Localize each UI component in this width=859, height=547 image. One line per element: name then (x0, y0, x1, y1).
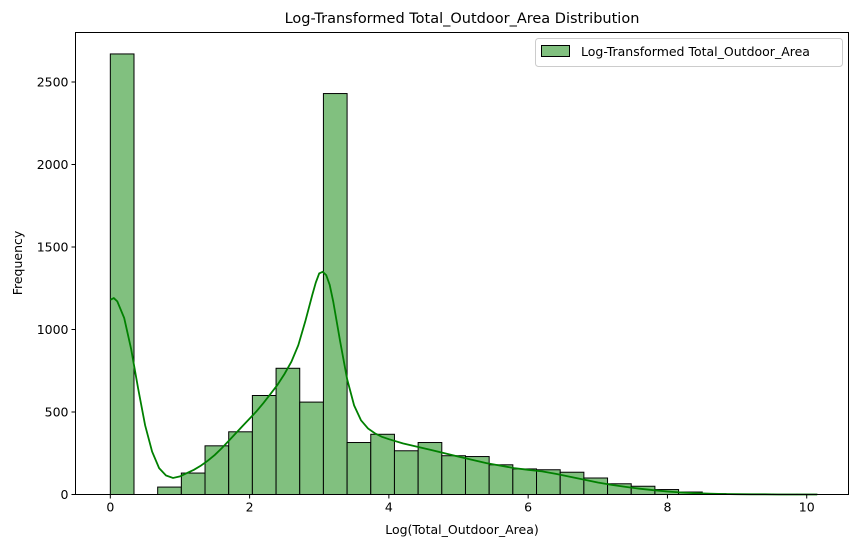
histogram-bar-10 (346, 442, 372, 495)
x-axis-ticks: 0 2 4 6 8 10 (106, 494, 815, 515)
legend-label: Log-Transformed Total_Outdoor_Area (581, 44, 810, 59)
histogram-bar-7 (275, 367, 301, 495)
histogram-bar-0 (109, 53, 135, 495)
y-axis-ticks: 0 500 1000 1500 2000 2500 (37, 75, 76, 502)
y-tick-label: 500 (45, 405, 69, 420)
chart-title: Log-Transformed Total_Outdoor_Area Distr… (285, 11, 640, 27)
x-tick-label: 10 (799, 500, 815, 515)
histogram-bar-17 (512, 468, 538, 495)
x-tick-label: 6 (524, 500, 532, 515)
histogram-bar-8 (299, 401, 324, 496)
histogram-bar-9 (322, 93, 348, 496)
histogram-bar-16 (488, 464, 514, 495)
y-tick-label: 0 (61, 487, 69, 502)
x-tick-label: 2 (246, 500, 254, 515)
legend-swatch (541, 45, 570, 57)
histogram-bar-14 (441, 455, 466, 496)
histogram-bar-6 (251, 395, 277, 495)
y-axis-label: Frequency (10, 230, 25, 295)
histogram-bar-12 (393, 450, 419, 495)
histogram-bar-5 (228, 431, 253, 495)
kde-curve (109, 270, 818, 496)
x-tick-label: 0 (106, 500, 114, 515)
y-tick-label: 1000 (37, 322, 69, 337)
y-tick-label: 1500 (37, 240, 69, 255)
x-axis-label: Log(Total_Outdoor_Area) (385, 522, 539, 537)
x-tick-label: 8 (663, 500, 671, 515)
legend: Log-Transformed Total_Outdoor_Area (535, 38, 843, 67)
y-tick-label: 2500 (37, 75, 69, 90)
x-tick-label: 4 (385, 500, 393, 515)
histogram-bar-3 (180, 472, 206, 495)
histogram-bar-2 (157, 486, 182, 496)
y-tick-label: 2000 (37, 157, 69, 172)
plot-frame (75, 32, 849, 495)
histogram-bar-11 (370, 433, 395, 495)
legend-box (535, 38, 843, 67)
